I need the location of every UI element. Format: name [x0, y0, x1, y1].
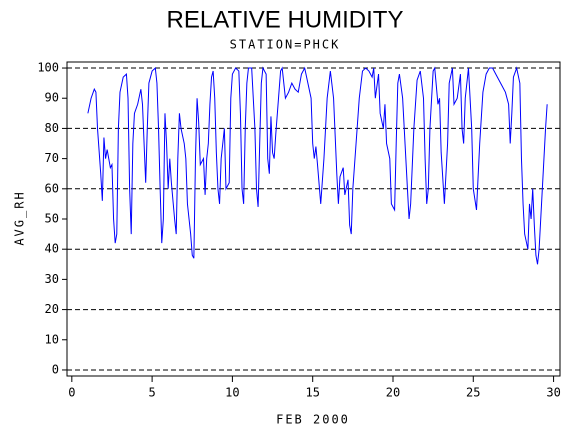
y-tick-label: 100 [37, 61, 59, 75]
x-tick-label: 30 [546, 386, 560, 400]
chart-title: RELATIVE HUMIDITY [167, 6, 404, 33]
x-axis-label: FEB 2000 [276, 413, 350, 427]
x-tick-label: 20 [386, 386, 400, 400]
y-tick-label: 90 [45, 91, 59, 105]
x-tick-label: 0 [68, 386, 75, 400]
y-tick-label: 0 [52, 362, 59, 376]
y-tick-label: 60 [45, 181, 59, 195]
x-tick-label: 15 [305, 386, 319, 400]
chart-subtitle: STATION=PHCK [230, 38, 341, 52]
y-tick-label: 10 [45, 332, 59, 346]
y-tick-label: 30 [45, 272, 59, 286]
x-tick-label: 10 [225, 386, 239, 400]
plot-frame [66, 61, 561, 377]
x-tick-label: 5 [148, 386, 155, 400]
y-tick-label: 20 [45, 302, 59, 316]
y-tick-label: 70 [45, 151, 59, 165]
data-line [87, 66, 548, 265]
y-tick-label: 80 [45, 121, 59, 135]
y-tick-label: 40 [45, 242, 59, 256]
x-tick-label: 25 [466, 386, 480, 400]
y-tick-label: 50 [45, 212, 59, 226]
y-axis-label: AVG_RH [13, 190, 27, 245]
